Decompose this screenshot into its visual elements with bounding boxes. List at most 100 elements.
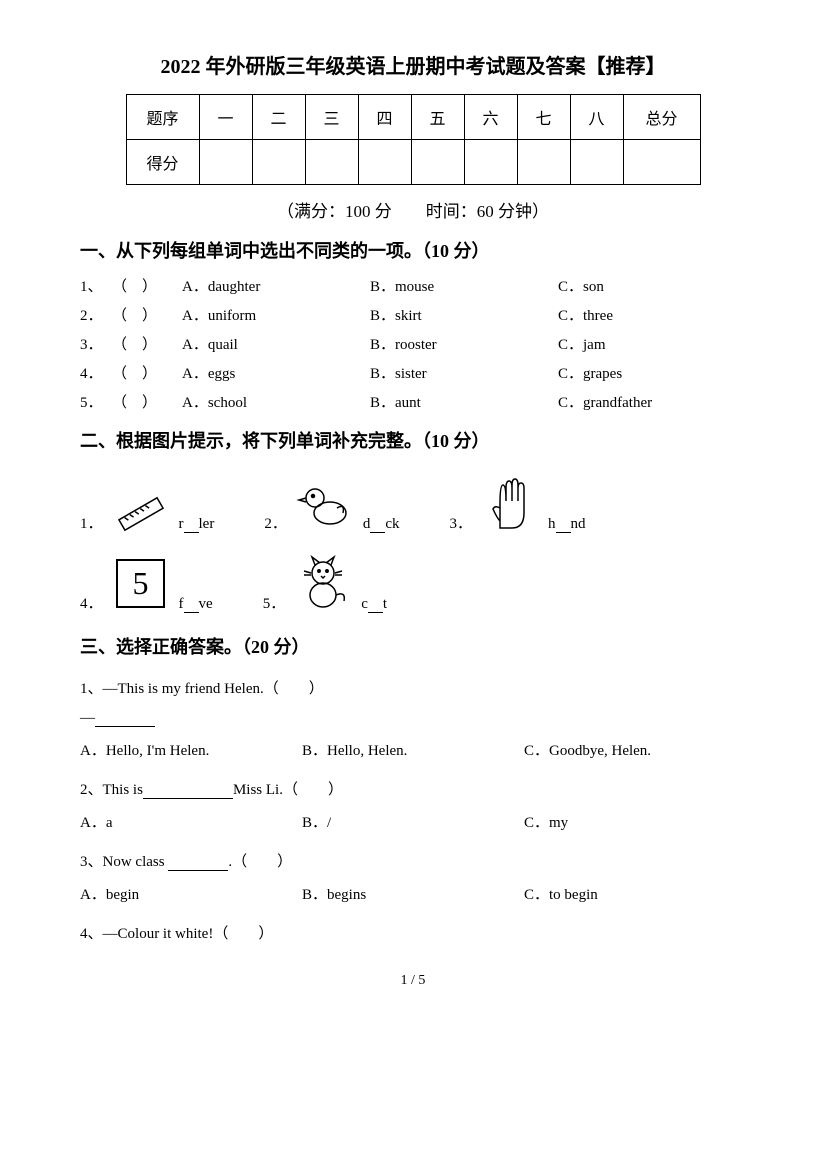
question-number: 2、 xyxy=(80,782,103,798)
picture-item: 5． ct xyxy=(263,553,387,613)
table-cell xyxy=(623,140,700,185)
option-c: C．grandfather xyxy=(558,391,746,412)
option-b: B．Hello, Helen. xyxy=(302,739,524,760)
question-number: 2． xyxy=(264,512,287,533)
table-row: 题序 一 二 三 四 五 六 七 八 总分 xyxy=(126,95,700,140)
ruler-icon xyxy=(111,473,171,533)
section-1-questions: 1、 （ ） A．daughter B．mouse C．son 2． （ ） A… xyxy=(80,275,746,412)
question-item: 3、Now class .（ ） xyxy=(80,850,746,871)
option-c: C．jam xyxy=(558,333,746,354)
table-cell xyxy=(411,140,464,185)
table-cell: 五 xyxy=(411,95,464,140)
question-text: Now class xyxy=(103,854,169,870)
question-item: 4、—Colour it white!（ ） xyxy=(80,922,746,943)
picture-item: 2． dck xyxy=(264,473,399,533)
option-a: A．quail xyxy=(182,333,370,354)
option-a: A．Hello, I'm Helen. xyxy=(80,739,302,760)
table-cell xyxy=(252,140,305,185)
answer-blank: （ ） xyxy=(112,362,182,383)
option-c: C．Goodbye, Helen. xyxy=(524,739,746,760)
question-number: 3、 xyxy=(80,854,103,870)
question-text: —Colour it white!（ ） xyxy=(103,926,274,942)
question-options: A．a B．/ C．my xyxy=(80,811,746,832)
table-cell: 三 xyxy=(305,95,358,140)
question-item: 4． （ ） A．eggs B．sister C．grapes xyxy=(80,362,746,383)
five-icon: 5 xyxy=(111,553,171,613)
picture-item: 4． 5 fve xyxy=(80,553,213,613)
option-c: C．my xyxy=(524,811,746,832)
score-table: 题序 一 二 三 四 五 六 七 八 总分 得分 xyxy=(126,94,701,185)
hand-icon xyxy=(480,473,540,533)
question-continuation: — xyxy=(80,710,746,727)
option-b: B．rooster xyxy=(370,333,558,354)
option-c: C．son xyxy=(558,275,746,296)
question-number: 4． xyxy=(80,592,103,613)
answer-blank: （ ） xyxy=(112,333,182,354)
cat-icon xyxy=(293,553,353,613)
duck-icon xyxy=(295,473,355,533)
table-cell: 六 xyxy=(464,95,517,140)
page-title: 2022 年外研版三年级英语上册期中考试题及答案【推荐】 xyxy=(80,50,746,79)
section-1-header: 一、从下列每组单词中选出不同类的一项。（10 分） xyxy=(80,237,746,263)
option-a: A．a xyxy=(80,811,302,832)
section-3-questions: 1、—This is my friend Helen.（ ） — A．Hello… xyxy=(80,677,746,943)
table-cell: 题序 xyxy=(126,95,199,140)
question-item: 1、—This is my friend Helen.（ ） xyxy=(80,677,746,698)
question-text: This is xyxy=(103,782,143,798)
word-blank: dck xyxy=(363,516,400,533)
question-item: 1、 （ ） A．daughter B．mouse C．son xyxy=(80,275,746,296)
option-b: B．/ xyxy=(302,811,524,832)
question-text: Miss Li.（ ） xyxy=(233,782,343,798)
question-number: 5． xyxy=(80,391,112,412)
option-b: B．skirt xyxy=(370,304,558,325)
question-number: 3． xyxy=(80,333,112,354)
question-options: A．begin B．begins C．to begin xyxy=(80,883,746,904)
table-cell xyxy=(199,140,252,185)
question-number: 4． xyxy=(80,362,112,383)
table-cell xyxy=(358,140,411,185)
table-cell: 四 xyxy=(358,95,411,140)
picture-item: 3． hnd xyxy=(450,473,586,533)
question-item: 5． （ ） A．school B．aunt C．grandfather xyxy=(80,391,746,412)
question-item: 2． （ ） A．uniform B．skirt C．three xyxy=(80,304,746,325)
picture-item: 1． rler xyxy=(80,473,214,533)
word-blank: rler xyxy=(179,516,215,533)
picture-row-2: 4． 5 fve 5． ct xyxy=(80,553,746,613)
question-number: 1． xyxy=(80,512,103,533)
table-cell: 八 xyxy=(570,95,623,140)
table-cell: 得分 xyxy=(126,140,199,185)
option-a: A．uniform xyxy=(182,304,370,325)
section-3-header: 三、选择正确答案。（20 分） xyxy=(80,633,746,659)
option-a: A．eggs xyxy=(182,362,370,383)
option-a: A．begin xyxy=(80,883,302,904)
question-text: .（ ） xyxy=(228,854,292,870)
option-b: B．aunt xyxy=(370,391,558,412)
word-blank: ct xyxy=(361,596,387,613)
option-c: C．to begin xyxy=(524,883,746,904)
table-cell xyxy=(570,140,623,185)
answer-blank: （ ） xyxy=(112,304,182,325)
page-number: 1 / 5 xyxy=(80,973,746,989)
word-blank: fve xyxy=(179,596,213,613)
question-number: 5． xyxy=(263,592,286,613)
option-c: C．three xyxy=(558,304,746,325)
question-options: A．Hello, I'm Helen. B．Hello, Helen. C．Go… xyxy=(80,739,746,760)
table-cell xyxy=(464,140,517,185)
section-2-header: 二、根据图片提示，将下列单词补充完整。（10 分） xyxy=(80,427,746,453)
table-cell: 二 xyxy=(252,95,305,140)
question-number: 1、 xyxy=(80,681,103,697)
question-number: 3． xyxy=(450,512,473,533)
exam-info: （满分：100 分 时间：60 分钟） xyxy=(80,197,746,222)
table-cell xyxy=(305,140,358,185)
option-a: A．daughter xyxy=(182,275,370,296)
answer-blank: （ ） xyxy=(112,391,182,412)
table-cell xyxy=(517,140,570,185)
picture-row-1: 1． rler 2． dck 3． hnd xyxy=(80,473,746,533)
table-cell: 一 xyxy=(199,95,252,140)
question-item: 3． （ ） A．quail B．rooster C．jam xyxy=(80,333,746,354)
answer-blank: （ ） xyxy=(112,275,182,296)
table-cell: 七 xyxy=(517,95,570,140)
word-blank: hnd xyxy=(548,516,586,533)
option-c: C．grapes xyxy=(558,362,746,383)
table-row: 得分 xyxy=(126,140,700,185)
